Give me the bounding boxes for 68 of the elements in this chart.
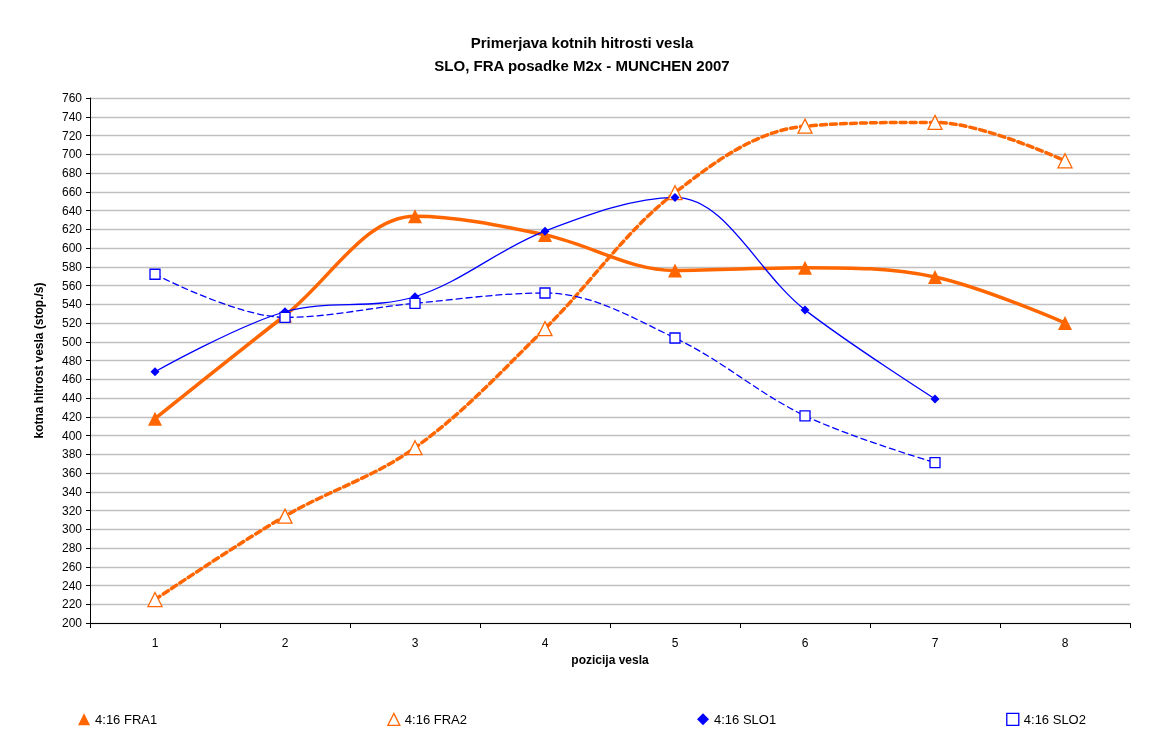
y-tick-label: 500 — [61, 334, 83, 349]
point — [927, 114, 943, 131]
y-tick-label: 580 — [61, 259, 83, 274]
y-tick-label: 520 — [61, 316, 83, 330]
point — [540, 226, 550, 236]
y-tick-label: 260 — [61, 559, 83, 574]
y-tick-label: 440 — [61, 391, 83, 405]
y-tick-label: 360 — [61, 466, 83, 480]
y-tick-label: 420 — [61, 409, 83, 424]
y-tick-label: 740 — [61, 109, 83, 124]
y-tick-label: 480 — [61, 353, 83, 368]
x-tick-label: 3 — [411, 636, 419, 650]
y-tick-label: 620 — [61, 222, 83, 237]
chart-subtitle: SLO, FRA posadke M2x - MUNCHEN 2007 — [434, 57, 730, 74]
point — [1058, 316, 1072, 330]
point — [928, 270, 942, 285]
point — [798, 260, 812, 275]
y-tick-label: 400 — [61, 428, 83, 443]
point — [150, 367, 160, 377]
y-tick-label: 340 — [61, 484, 83, 499]
point — [800, 305, 810, 315]
legend-label: 4:16 SLO1 — [713, 711, 777, 727]
y-tick-label: 660 — [61, 184, 83, 199]
x-tick-label: 6 — [801, 636, 809, 650]
x-tick-label: 2 — [281, 636, 289, 650]
point — [929, 457, 941, 469]
point — [930, 394, 940, 404]
point — [1057, 153, 1073, 169]
y-tick-label: 640 — [61, 203, 83, 218]
x-axis-title: pozicija vesla — [571, 652, 650, 667]
point — [147, 591, 163, 608]
point — [409, 297, 421, 309]
chart-title: Primerjava kotnih hitrosti vesla — [470, 34, 694, 51]
point — [277, 508, 293, 524]
y-tick-label: 240 — [61, 578, 83, 593]
legend-label: 4:16 SLO2 — [1023, 711, 1086, 727]
y-tick-label: 380 — [61, 447, 83, 462]
point — [539, 287, 551, 299]
point — [408, 209, 422, 224]
y-tick-label: 280 — [61, 541, 83, 555]
y-tick-label: 200 — [61, 616, 83, 630]
y-tick-label: 300 — [61, 522, 83, 537]
point — [407, 440, 423, 456]
legend-label: 4:16 FRA1 — [95, 711, 158, 727]
x-tick-label: 5 — [671, 636, 679, 650]
point — [148, 411, 162, 426]
y-tick-label: 760 — [61, 91, 83, 105]
y-tick-label: 600 — [61, 241, 83, 255]
x-tick-label: 8 — [1061, 636, 1069, 650]
y-tick-label: 560 — [61, 278, 83, 293]
point — [799, 410, 811, 422]
point — [668, 263, 682, 278]
x-tick-label: 7 — [931, 636, 939, 650]
point — [669, 332, 681, 344]
y-tick-label: 720 — [61, 128, 83, 143]
y-tick-label: 700 — [61, 147, 83, 162]
point — [537, 320, 553, 337]
x-tick-label: 1 — [151, 636, 159, 650]
y-tick-label: 540 — [61, 297, 83, 312]
y-tick-label: 460 — [61, 372, 83, 387]
legend-label: 4:16 FRA2 — [404, 711, 467, 727]
x-tick-label: 4 — [541, 636, 549, 650]
point — [797, 118, 813, 134]
y-tick-label: 320 — [61, 503, 83, 518]
y-axis-title: kotna hitrost vesla (stop./s) — [32, 282, 46, 439]
y-tick-label: 220 — [61, 597, 83, 612]
y-tick-label: 680 — [61, 166, 83, 180]
point — [149, 268, 161, 280]
